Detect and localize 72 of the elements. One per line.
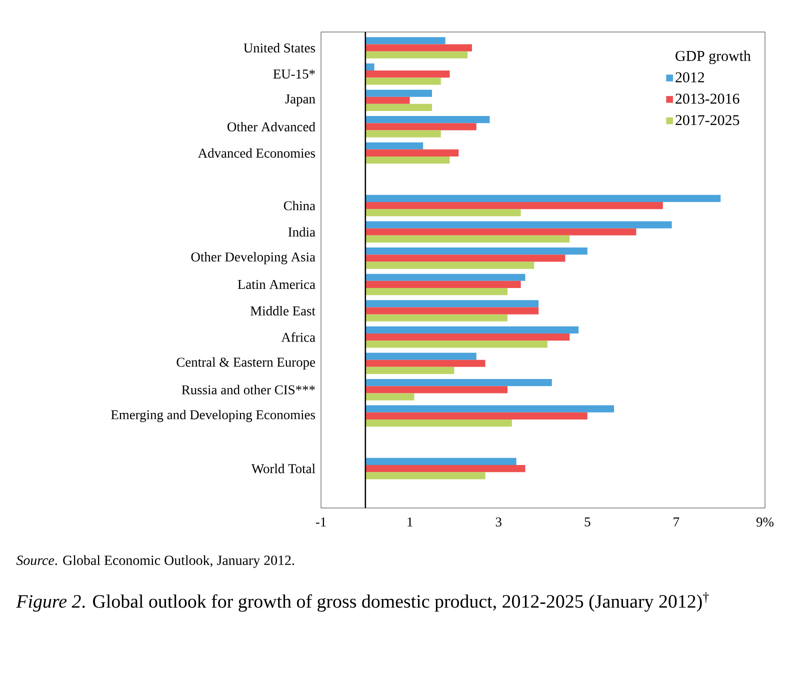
bar <box>365 202 663 210</box>
y-tick-label: Latin America <box>238 280 316 289</box>
bar <box>365 254 566 262</box>
y-tick-label: Africa <box>281 332 316 342</box>
y-tick-label: Emerging and Developing Economies <box>111 410 316 422</box>
bar <box>365 352 476 360</box>
bar <box>365 221 672 228</box>
bar <box>365 412 588 420</box>
text: Source. Global Economic Outlook, January 2012. <box>16 555 294 568</box>
y-tick-label: United States <box>244 43 316 53</box>
bar <box>365 326 579 334</box>
y-tick-label: EU-15* <box>273 70 315 79</box>
y-tick-label: Other Developing Asia <box>191 252 316 264</box>
bar <box>365 307 539 314</box>
bar <box>365 393 414 400</box>
x-tick-label: 3 <box>496 518 502 527</box>
x-tick-label: 1 <box>408 518 412 526</box>
bar <box>365 340 548 348</box>
legend-title: GDP growth <box>676 50 751 64</box>
bar <box>365 130 441 138</box>
bar <box>365 123 476 130</box>
bar <box>365 96 410 104</box>
bar <box>365 63 374 71</box>
y-tick-label: Advanced Economies <box>198 148 316 158</box>
bar <box>365 142 424 150</box>
x-tick-label: 7 <box>674 517 680 526</box>
bar <box>365 458 516 466</box>
bar <box>365 51 468 58</box>
bar <box>365 280 521 288</box>
text: Figure 2. Global outlook for growth of gross domestic product, 2012-2025 (January 2012)$^{†}$ <box>16 592 709 612</box>
bar <box>365 228 636 236</box>
bar <box>365 334 570 341</box>
bar <box>365 78 441 85</box>
bar <box>365 300 539 308</box>
x-tick-label: 5 <box>584 517 590 526</box>
bar <box>365 274 526 281</box>
bar <box>365 465 526 472</box>
legend-label: 2013-2016 <box>676 94 740 104</box>
y-tick-label: Other Advanced <box>228 122 316 132</box>
bar <box>365 44 472 52</box>
bar <box>365 149 459 157</box>
bar <box>365 379 552 386</box>
legend-label: 2017-2025 <box>676 115 740 126</box>
y-tick-label: Central & Eastern Europe <box>176 357 316 370</box>
bar <box>365 209 521 216</box>
bar <box>365 70 450 78</box>
bar <box>365 288 508 296</box>
bar <box>365 405 614 412</box>
bar <box>365 360 486 367</box>
bar <box>365 37 446 44</box>
y-tick-label: Russia and other CIS*** <box>182 384 315 394</box>
bar <box>365 194 721 202</box>
bar <box>365 262 534 269</box>
x-tick-label: 9% <box>756 517 774 527</box>
legend-label: 2012 <box>676 72 704 82</box>
bar <box>365 420 512 427</box>
bar <box>365 386 508 394</box>
bar <box>365 90 432 97</box>
y-tick-label: China <box>284 200 316 210</box>
bar <box>365 366 454 374</box>
bar <box>365 472 486 480</box>
y-tick-label: World Total <box>251 464 316 474</box>
y-tick-label: India <box>288 227 316 237</box>
y-tick-label: Middle East <box>250 306 316 316</box>
bar <box>365 314 508 322</box>
bar <box>365 156 450 164</box>
x-tick-label: -1 <box>316 518 326 526</box>
bar <box>365 248 588 255</box>
bar <box>365 104 432 112</box>
bar <box>365 116 490 124</box>
y-tick-label: Japan <box>285 94 316 106</box>
bar <box>365 235 570 243</box>
